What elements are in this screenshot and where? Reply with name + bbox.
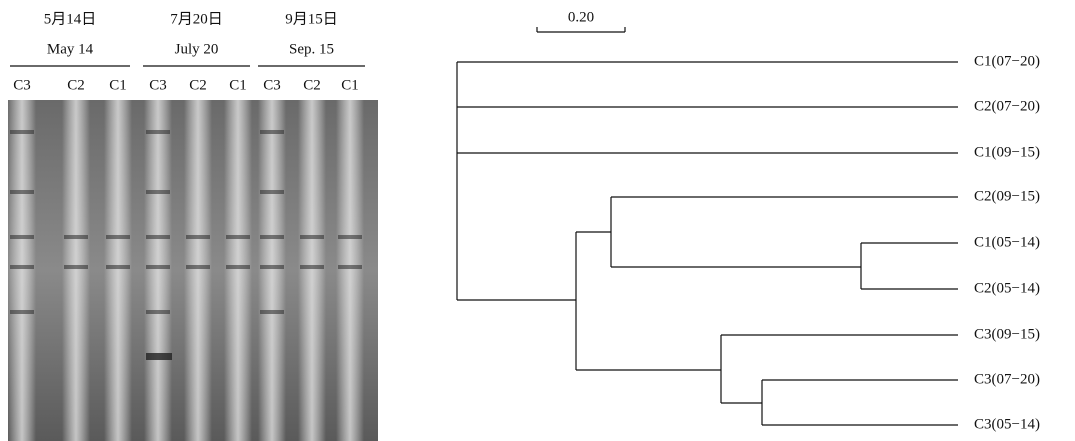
band <box>146 130 170 134</box>
lane <box>336 100 364 441</box>
band <box>226 265 250 269</box>
band <box>260 265 284 269</box>
band <box>106 235 130 239</box>
lane <box>8 100 36 441</box>
date-cn: 7月20日 <box>170 11 223 27</box>
date-en: Sep. 15 <box>289 41 334 57</box>
band <box>300 235 324 239</box>
band <box>10 130 34 134</box>
gel-panel <box>8 100 378 441</box>
band <box>226 235 250 239</box>
leaf-label: C3(07−20) <box>974 371 1040 387</box>
band <box>338 265 362 269</box>
leaf-label: C1(09−15) <box>974 144 1040 160</box>
lane-label: C1 <box>109 77 127 93</box>
lane <box>62 100 90 441</box>
band <box>260 310 284 314</box>
band <box>64 265 88 269</box>
band <box>10 235 34 239</box>
band <box>260 130 284 134</box>
lane <box>104 100 132 441</box>
band <box>106 265 130 269</box>
lane-label: C2 <box>189 77 207 93</box>
band <box>146 265 170 269</box>
lane-label: C3 <box>13 77 31 93</box>
lane <box>258 100 286 441</box>
leaf-label: C2(09−15) <box>974 188 1040 204</box>
leaf-label: C1(05−14) <box>974 234 1040 250</box>
band <box>146 353 172 360</box>
lane-label: C3 <box>149 77 167 93</box>
date-cn: 9月15日 <box>285 11 338 27</box>
band <box>260 235 284 239</box>
band <box>10 310 34 314</box>
date-en: July 20 <box>175 41 219 57</box>
band <box>10 190 34 194</box>
lane-label: C3 <box>263 77 281 93</box>
leaf-label: C2(07−20) <box>974 98 1040 114</box>
lane-label: C1 <box>341 77 359 93</box>
band <box>186 265 210 269</box>
lane-label: C2 <box>303 77 321 93</box>
band <box>186 235 210 239</box>
dendrogram: 0.20 <box>456 9 958 426</box>
band <box>338 235 362 239</box>
leaf-label: C1(07−20) <box>974 53 1040 69</box>
band <box>260 190 284 194</box>
gel-header: 5月14日 May 14 C3 C2 C1 7月20日 July 20 C3 C2 C1 9月15日… <box>10 11 365 93</box>
lane <box>144 100 172 441</box>
lane <box>298 100 326 441</box>
band <box>146 310 170 314</box>
lane <box>224 100 252 441</box>
date-en: May 14 <box>47 41 94 57</box>
band <box>146 190 170 194</box>
band <box>300 265 324 269</box>
leaf-labels: C1(07−20) C2(07−20) C1(09−15) C2(09−15) C1(0… <box>974 53 1040 432</box>
lane-label: C1 <box>229 77 247 93</box>
lane <box>184 100 212 441</box>
scale-label: 0.20 <box>568 9 594 25</box>
lane-label: C2 <box>67 77 85 93</box>
leaf-label: C2(05−14) <box>974 280 1040 296</box>
date-cn: 5月14日 <box>44 11 97 27</box>
leaf-label: C3(09−15) <box>974 326 1040 342</box>
band <box>10 265 34 269</box>
band <box>64 235 88 239</box>
band <box>146 235 170 239</box>
leaf-label: C3(05−14) <box>974 416 1040 432</box>
